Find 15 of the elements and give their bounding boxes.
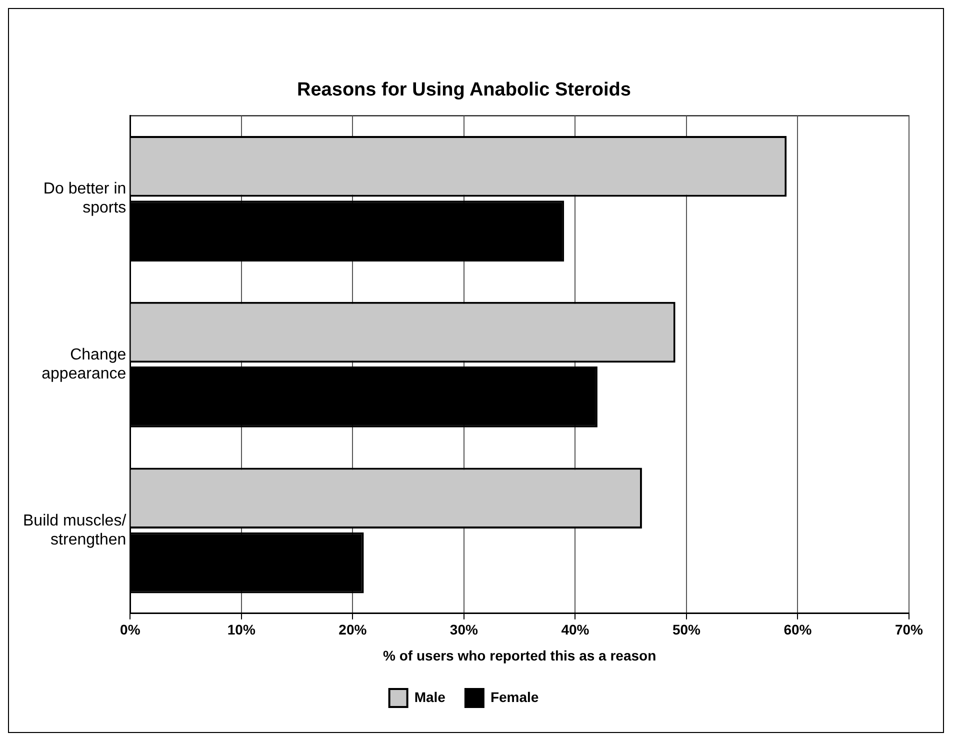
x-tick-label: 30%: [450, 622, 478, 638]
x-tick-label: 10%: [227, 622, 256, 638]
x-axis-title: % of users who reported this as a reason: [383, 647, 656, 664]
x-tick-label: 60%: [784, 622, 812, 638]
x-tick-label: 50%: [672, 622, 702, 638]
y-tick-label: Build muscles/ strengthen: [22, 512, 127, 548]
y-tick-label: Change appearance: [42, 346, 126, 383]
x-tick-label: 0%: [120, 622, 141, 638]
chart-title: Reasons for Using Anabolic Steroids: [297, 80, 631, 101]
legend-label: Female: [490, 688, 539, 705]
x-tick-label: 20%: [338, 622, 368, 638]
x-tick-label: 70%: [894, 622, 924, 638]
y-tick-label: Do better in sports: [43, 180, 126, 217]
x-tick-label: 40%: [561, 622, 590, 638]
legend-label: Male: [414, 688, 446, 705]
